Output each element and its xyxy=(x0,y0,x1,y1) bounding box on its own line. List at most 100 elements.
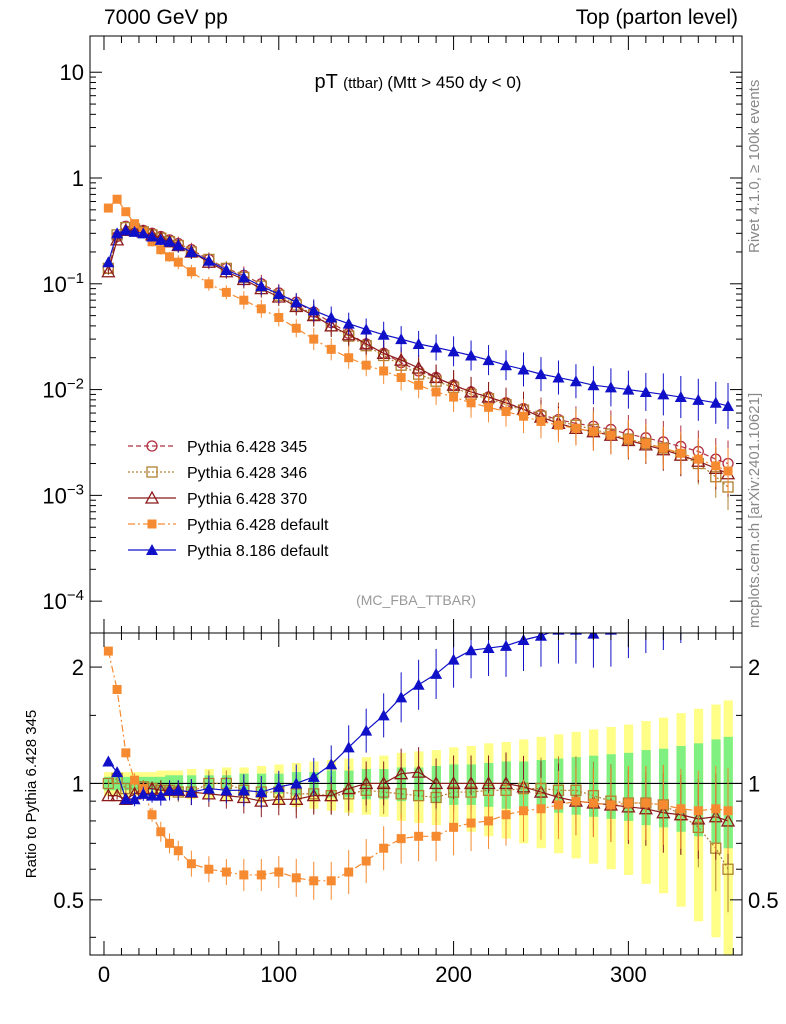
data-point xyxy=(447,345,460,357)
ratio-point xyxy=(376,776,391,790)
plot-title: pT (ttbar) (Mtt > 450 dy < 0) xyxy=(315,71,522,93)
data-point xyxy=(237,271,250,283)
x-tick-label: 100 xyxy=(260,962,297,987)
data-point xyxy=(674,391,687,403)
data-point xyxy=(128,225,141,237)
ratio-point xyxy=(722,863,734,875)
data-point xyxy=(101,264,116,278)
ratio-point xyxy=(289,791,304,805)
ratio-point xyxy=(147,810,157,820)
data-point xyxy=(309,334,319,344)
ratio-point xyxy=(657,604,669,615)
ratio-point xyxy=(431,831,441,841)
ratio-y-tick-label-right: 1 xyxy=(748,771,760,796)
data-point xyxy=(121,207,131,217)
y-tick-label: 1 xyxy=(72,166,84,191)
ratio-point xyxy=(676,804,686,814)
data-point xyxy=(723,466,733,476)
data-point xyxy=(307,304,320,316)
ratio-point xyxy=(361,856,371,866)
data-point xyxy=(185,245,198,257)
ratio-point xyxy=(220,784,233,796)
data-point xyxy=(377,328,390,340)
data-point xyxy=(639,385,652,397)
ratio-point xyxy=(306,788,321,802)
data-point xyxy=(431,387,441,397)
ratio-point xyxy=(500,639,513,651)
ratio-point xyxy=(137,787,150,799)
analysis-watermark: (MC_FBA_TTBAR) xyxy=(356,592,476,608)
data-point xyxy=(239,295,249,305)
data-point xyxy=(412,337,425,349)
data-point xyxy=(519,411,529,421)
x-tick-label: 0 xyxy=(98,962,110,987)
ratio-point xyxy=(119,793,132,805)
y-tick-label: 10−2 xyxy=(42,376,84,403)
ratio-point xyxy=(360,724,373,736)
ratio-point xyxy=(553,800,563,810)
ratio-point xyxy=(379,843,389,853)
ratio-point xyxy=(342,741,355,753)
data-point xyxy=(130,219,140,229)
ratio-point xyxy=(274,867,284,877)
ratio-point xyxy=(307,770,320,782)
data-point xyxy=(359,336,374,350)
ratio-point xyxy=(394,766,409,780)
y-tick-label: 10 xyxy=(60,60,84,85)
series-line xyxy=(107,225,729,465)
ratio-point xyxy=(186,859,196,869)
ratio-point xyxy=(536,804,546,814)
data-point xyxy=(163,235,176,247)
data-point xyxy=(641,438,651,448)
data-point xyxy=(379,366,389,376)
ratio-point xyxy=(446,776,461,790)
ratio-point xyxy=(309,876,319,886)
data-point xyxy=(221,287,231,297)
data-point xyxy=(256,304,266,314)
ratio-point xyxy=(395,691,408,703)
data-point xyxy=(553,420,563,430)
data-point xyxy=(325,311,338,323)
ratio-point xyxy=(256,870,266,880)
header-left: 7000 GeV pp xyxy=(104,6,228,29)
ratio-point xyxy=(109,788,125,802)
data-point xyxy=(103,203,113,213)
data-point xyxy=(658,443,668,453)
ratio-point xyxy=(101,788,116,802)
header-right: Top (parton level) xyxy=(575,6,738,29)
ratio-point xyxy=(239,870,249,880)
ratio-point xyxy=(111,766,124,778)
legend: Pythia 6.428 345 Pythia 6.428 346 Pythia 6… xyxy=(128,439,329,560)
ratio-point xyxy=(255,786,268,798)
data-point xyxy=(571,423,581,433)
data-point xyxy=(291,323,301,333)
legend-marker xyxy=(147,519,157,529)
ratio-point xyxy=(325,758,338,770)
data-point xyxy=(119,224,132,236)
ratio-y-tick-label-right: 0.5 xyxy=(748,888,779,913)
ratio-point xyxy=(185,786,198,798)
ratio-point xyxy=(463,776,479,790)
ratio-point xyxy=(237,784,250,796)
ratio-point xyxy=(711,804,721,814)
ratio-point xyxy=(412,678,425,690)
ratio-point xyxy=(414,831,424,841)
ratio-y-tick-label: 0.5 xyxy=(53,888,84,913)
ratio-point xyxy=(121,748,131,758)
data-point xyxy=(500,359,513,371)
ratio-point xyxy=(341,781,356,795)
data-point xyxy=(186,267,196,277)
ratio-y-tick-label: 2 xyxy=(72,655,84,680)
upper-plot-area xyxy=(101,194,736,510)
ratio-point xyxy=(723,806,733,816)
ratio-point xyxy=(163,784,176,796)
ratio-point xyxy=(482,642,495,654)
data-point xyxy=(396,373,406,383)
ratio-point xyxy=(722,567,734,578)
data-point xyxy=(623,434,633,444)
data-point xyxy=(111,227,124,239)
data-point xyxy=(465,349,478,361)
data-point xyxy=(414,380,424,390)
ratio-point xyxy=(344,867,354,877)
legend-marker xyxy=(146,440,158,452)
